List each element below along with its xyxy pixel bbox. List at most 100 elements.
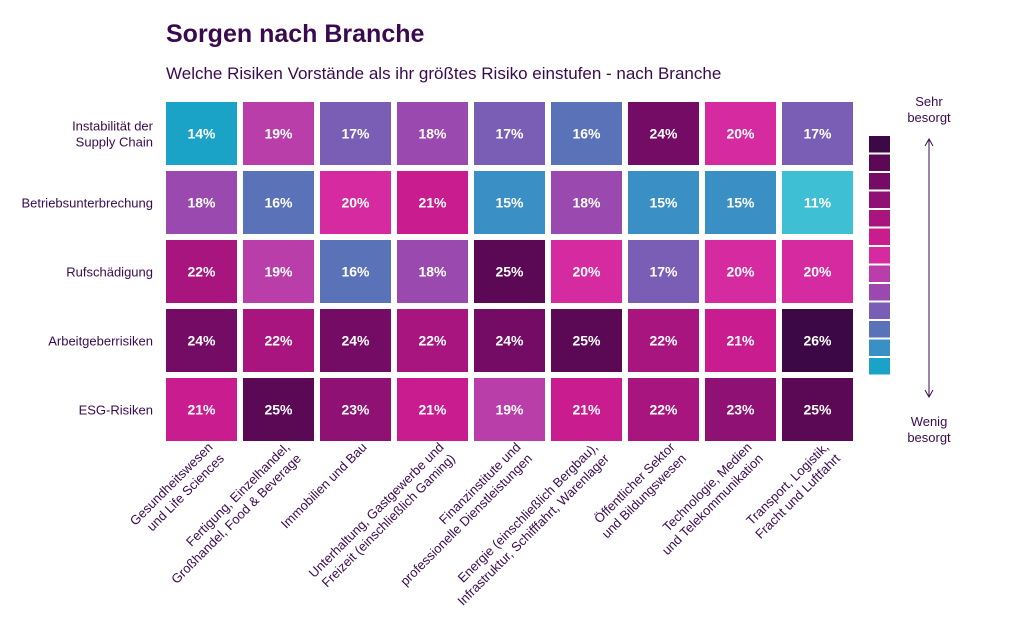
heatmap-cell [474,171,545,234]
cell-value-label: 22% [649,402,678,418]
heatmap-cell [243,378,314,441]
heatmap-cell [320,309,391,372]
cell-value-label: 20% [726,264,755,280]
cell-value-label: 26% [803,333,832,349]
heatmap-cell [705,240,776,303]
arrow-up-icon [924,137,934,147]
cell-value-label: 17% [341,126,370,142]
heatmap-cell [320,102,391,165]
cell-value-label: 16% [264,195,293,211]
cell-value-label: 22% [264,333,293,349]
cell-value-label: 15% [726,195,755,211]
cell-value-label: 18% [418,264,447,280]
cell-value-label: 20% [803,264,832,280]
row-label: ESG-Risiken [79,403,153,418]
cell-value-label: 25% [803,402,832,418]
arrow-down-icon [924,389,934,399]
cell-value-label: 11% [804,195,832,211]
legend-swatch [869,228,890,245]
legend-swatch [869,136,890,153]
heatmap-cell [551,378,622,441]
cell-value-label: 18% [187,195,216,211]
cell-value-label: 23% [726,402,755,418]
heatmap-cell [705,378,776,441]
row-label: Rufschädigung [66,265,153,280]
heatmap-cell [551,171,622,234]
legend-swatch [869,210,890,227]
row-label: Betriebsunterbrechung [21,196,153,211]
heatmap-cell [243,102,314,165]
legend-swatch [869,154,890,171]
cell-value-label: 15% [649,195,678,211]
chart-title: Sorgen nach Branche [166,20,425,48]
row-label: Arbeitgeberrisiken [48,334,153,349]
heatmap-cell [628,240,699,303]
cell-value-label: 14% [187,126,216,142]
heatmap-cell [397,309,468,372]
cell-value-label: 16% [572,126,601,142]
legend-swatch [869,284,890,301]
cell-value-label: 20% [572,264,601,280]
cell-value-label: 18% [418,126,447,142]
cell-value-label: 16% [341,264,370,280]
cell-value-label: 25% [572,333,601,349]
heatmap-cell [166,309,237,372]
heatmap-cell [782,378,853,441]
cell-value-label: 21% [572,402,601,418]
heatmap-cell [166,102,237,165]
heatmap-cell [782,309,853,372]
cell-value-label: 19% [495,402,524,418]
cell-value-label: 20% [726,126,755,142]
heatmap-cell [166,240,237,303]
legend-swatch [869,247,890,264]
cell-value-label: 22% [649,333,678,349]
heatmap-cell [320,378,391,441]
heatmap-cell [782,240,853,303]
legend-swatch [869,339,890,356]
heatmap-cell [628,171,699,234]
cell-value-label: 24% [495,333,524,349]
cell-value-label: 22% [187,264,216,280]
cell-value-label: 20% [341,195,370,211]
cell-value-label: 21% [418,195,447,211]
heatmap-cell [243,309,314,372]
legend-bottom-label: Wenig besorgt [907,414,951,445]
cell-value-label: 21% [187,402,216,418]
cell-value-label: 25% [264,402,293,418]
heatmap-cell [705,309,776,372]
legend-top-label: Sehr besorgt [907,94,951,125]
heatmap-cell [705,171,776,234]
heatmap-cell [320,171,391,234]
heatmap-cell [320,240,391,303]
cell-value-label: 24% [187,333,216,349]
cell-value-label: 21% [418,402,447,418]
legend-swatch [869,302,890,319]
heatmap-cell [705,102,776,165]
cell-value-label: 17% [803,126,832,142]
heatmap-cell [397,171,468,234]
heatmap-cell [782,171,853,234]
heatmap-cell [628,309,699,372]
heatmap-cell [166,171,237,234]
row-label: Instabilität der Supply Chain [72,119,154,150]
heatmap-cell [551,309,622,372]
cell-value-label: 24% [341,333,370,349]
heatmap-cell [628,102,699,165]
heatmap-cell [474,378,545,441]
cell-value-label: 23% [341,402,370,418]
heatmap-cell [782,102,853,165]
heatmap-cell [474,240,545,303]
legend-swatch [869,358,890,375]
cell-value-label: 21% [726,333,755,349]
heatmap-cell [243,240,314,303]
cell-value-label: 15% [495,195,524,211]
chart-subtitle: Welche Risiken Vorstände als ihr größtes… [166,64,722,83]
cell-value-label: 24% [649,126,678,142]
legend-swatch [869,265,890,282]
column-label: Unterhaltung, Gastgewerbe undFreizeit (e… [306,440,458,592]
legend-swatch [869,191,890,208]
cell-value-label: 17% [649,264,678,280]
cell-value-label: 25% [495,264,524,280]
heatmap-cell [628,378,699,441]
cell-value-label: 19% [264,264,293,280]
